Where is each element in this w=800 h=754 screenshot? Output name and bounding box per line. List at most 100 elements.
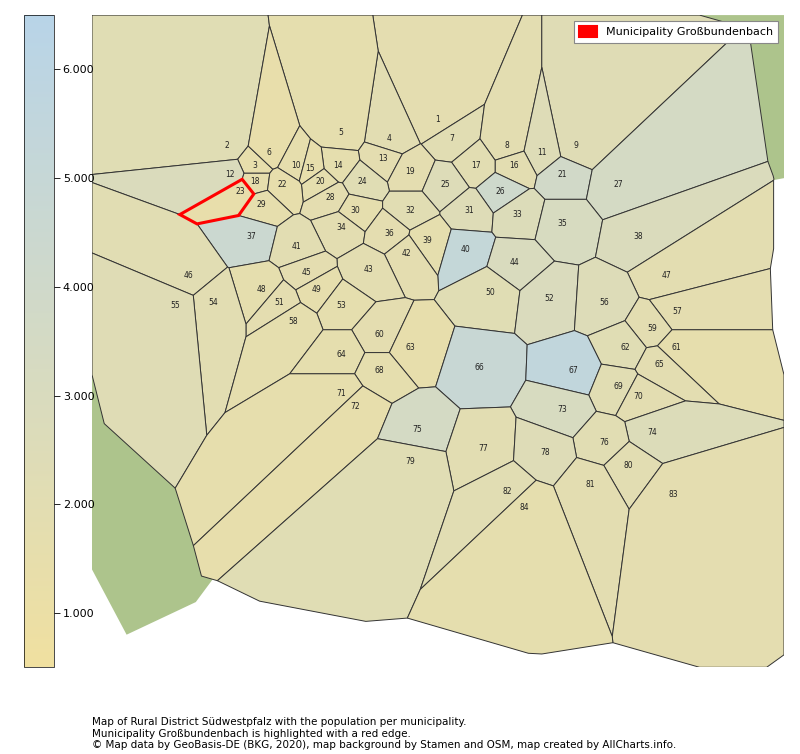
Polygon shape [230,439,438,550]
Text: 78: 78 [541,448,550,457]
Polygon shape [355,342,452,419]
Polygon shape [92,15,270,174]
Text: 28: 28 [326,193,335,202]
Polygon shape [650,268,773,329]
Text: 38: 38 [634,232,643,241]
Polygon shape [534,157,592,199]
Text: 15: 15 [305,164,314,173]
Polygon shape [296,266,342,313]
Text: 60: 60 [374,330,384,339]
Polygon shape [299,139,324,185]
Text: 42: 42 [402,249,412,258]
Text: 57: 57 [672,308,682,317]
Polygon shape [625,297,672,348]
Polygon shape [268,15,378,151]
Polygon shape [290,329,365,374]
Text: 53: 53 [336,301,346,310]
Polygon shape [524,67,561,176]
Text: 6: 6 [266,148,271,157]
Polygon shape [680,308,784,537]
Polygon shape [385,235,438,300]
Polygon shape [446,407,516,491]
Text: 16: 16 [510,161,519,170]
Text: 82: 82 [502,486,512,495]
Text: 17: 17 [471,161,481,170]
Polygon shape [627,180,774,299]
Polygon shape [269,213,326,268]
Text: 11: 11 [537,148,546,157]
Text: 2: 2 [225,141,230,150]
Text: 40: 40 [461,245,470,254]
Text: 64: 64 [336,350,346,359]
Text: 13: 13 [378,154,387,163]
Polygon shape [625,401,784,464]
Polygon shape [604,441,662,509]
Text: 70: 70 [634,392,643,401]
Polygon shape [194,267,246,435]
Polygon shape [554,458,629,636]
Polygon shape [409,215,451,276]
Polygon shape [487,238,554,291]
Text: 41: 41 [291,242,301,251]
Text: 76: 76 [599,438,609,447]
Polygon shape [92,253,206,488]
Text: 19: 19 [406,167,415,176]
Text: 10: 10 [291,161,301,170]
Text: 21: 21 [558,170,567,179]
Polygon shape [317,279,376,329]
Text: 1: 1 [436,115,440,124]
Polygon shape [526,330,602,395]
Text: 58: 58 [288,317,298,326]
Polygon shape [337,244,406,302]
Text: 67: 67 [568,366,578,375]
Polygon shape [197,216,278,268]
Text: 46: 46 [184,271,194,280]
Text: Map of Rural District Südwestpfalz with the population per municipality.
Municip: Map of Rural District Südwestpfalz with … [92,717,676,750]
Polygon shape [586,27,768,220]
Text: 24: 24 [357,177,366,186]
Text: 63: 63 [406,343,415,352]
Polygon shape [420,461,536,590]
Text: 47: 47 [662,271,671,280]
Polygon shape [510,380,596,438]
Polygon shape [310,212,365,259]
Text: 77: 77 [478,444,488,453]
Text: 30: 30 [350,207,360,215]
Polygon shape [587,320,646,369]
Text: 83: 83 [669,490,678,499]
Polygon shape [180,179,254,224]
Text: 55: 55 [170,301,180,310]
Polygon shape [438,229,496,291]
Text: 45: 45 [302,268,311,277]
Text: 50: 50 [485,288,494,297]
Text: 20: 20 [315,177,325,186]
Polygon shape [92,182,227,296]
Text: 59: 59 [648,323,658,333]
Polygon shape [535,199,602,265]
Polygon shape [542,15,743,170]
Polygon shape [194,386,392,581]
Text: 81: 81 [586,480,595,489]
Text: 74: 74 [648,428,658,437]
Text: 9: 9 [574,141,579,150]
Polygon shape [573,411,630,465]
Text: 48: 48 [257,284,266,293]
Text: 7: 7 [450,134,454,143]
Polygon shape [514,261,578,345]
Polygon shape [421,104,485,162]
Text: 49: 49 [312,284,322,293]
Polygon shape [589,364,638,415]
Polygon shape [238,190,294,226]
Text: 80: 80 [623,461,633,470]
Polygon shape [382,192,440,230]
Polygon shape [338,194,382,231]
Polygon shape [352,298,414,353]
Text: 14: 14 [333,161,342,170]
Polygon shape [267,167,303,215]
Polygon shape [218,439,454,621]
Polygon shape [175,374,363,546]
Text: 56: 56 [599,298,609,307]
Text: 34: 34 [336,222,346,231]
Legend: Municipality Großbundenbach: Municipality Großbundenbach [574,20,778,43]
Text: 61: 61 [672,343,682,352]
